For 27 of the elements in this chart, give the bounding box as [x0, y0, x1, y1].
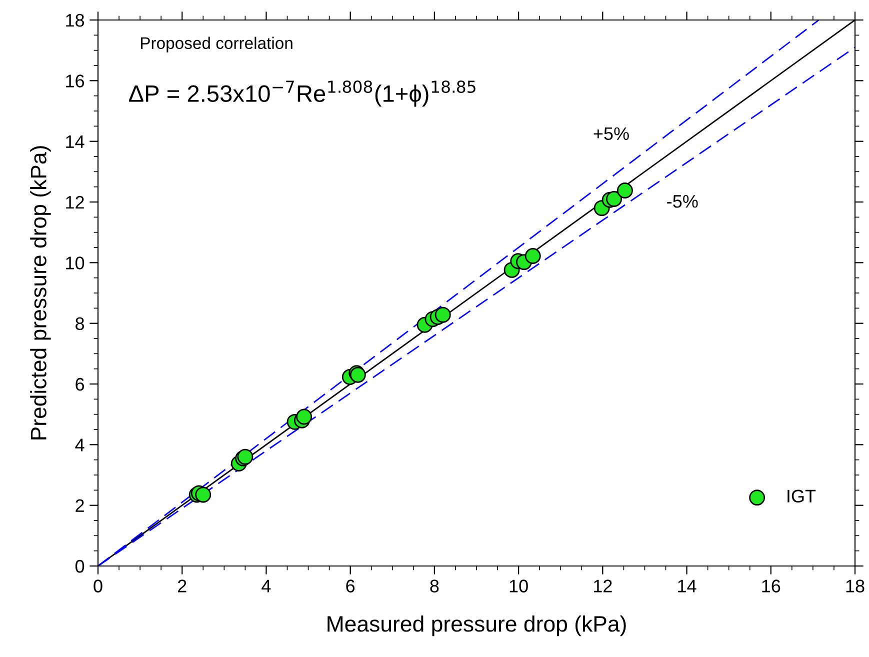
- x-tick-label: 10: [510, 580, 528, 592]
- y-tick-label: 12: [66, 196, 84, 209]
- y-tick-label: 8: [76, 317, 84, 330]
- y-tick-label: 6: [76, 378, 84, 391]
- x-tick-label: 6: [346, 580, 355, 592]
- annotation: Proposed correlation: [141, 36, 292, 52]
- annotation: -5%: [667, 195, 698, 208]
- x-tick-label: 4: [262, 580, 271, 592]
- y-tick-label: 14: [66, 135, 84, 148]
- y-tick-label: 4: [75, 438, 84, 452]
- x-tick-label: 0: [94, 580, 102, 592]
- annotation: ΔP = 2.53x10$^{−7}$Re$^{1.808}$(1+ϕ)$^{18.85}$: [128, 80, 476, 107]
- x-tick-label: 18: [846, 580, 864, 592]
- x-axis-title: Measured pressure drop (kPa): [328, 615, 626, 636]
- y-tick-label: 16: [66, 74, 84, 88]
- y-tick-label: 0: [75, 560, 84, 573]
- y-tick-label: 2: [76, 499, 84, 512]
- y-tick-label: 18: [66, 14, 84, 27]
- annotation: +5%: [594, 127, 629, 140]
- x-tick-label: 14: [678, 580, 696, 592]
- y-axis-title: Predicted pressure drop (kPa): [30, 146, 51, 440]
- x-tick-label: 12: [594, 580, 612, 592]
- x-tick-label: 8: [430, 580, 439, 592]
- y-tick-label: 10: [66, 256, 84, 270]
- x-tick-label: 16: [762, 580, 780, 592]
- legend-label: IGT: [788, 490, 816, 502]
- x-tick-label: 2: [178, 580, 186, 592]
